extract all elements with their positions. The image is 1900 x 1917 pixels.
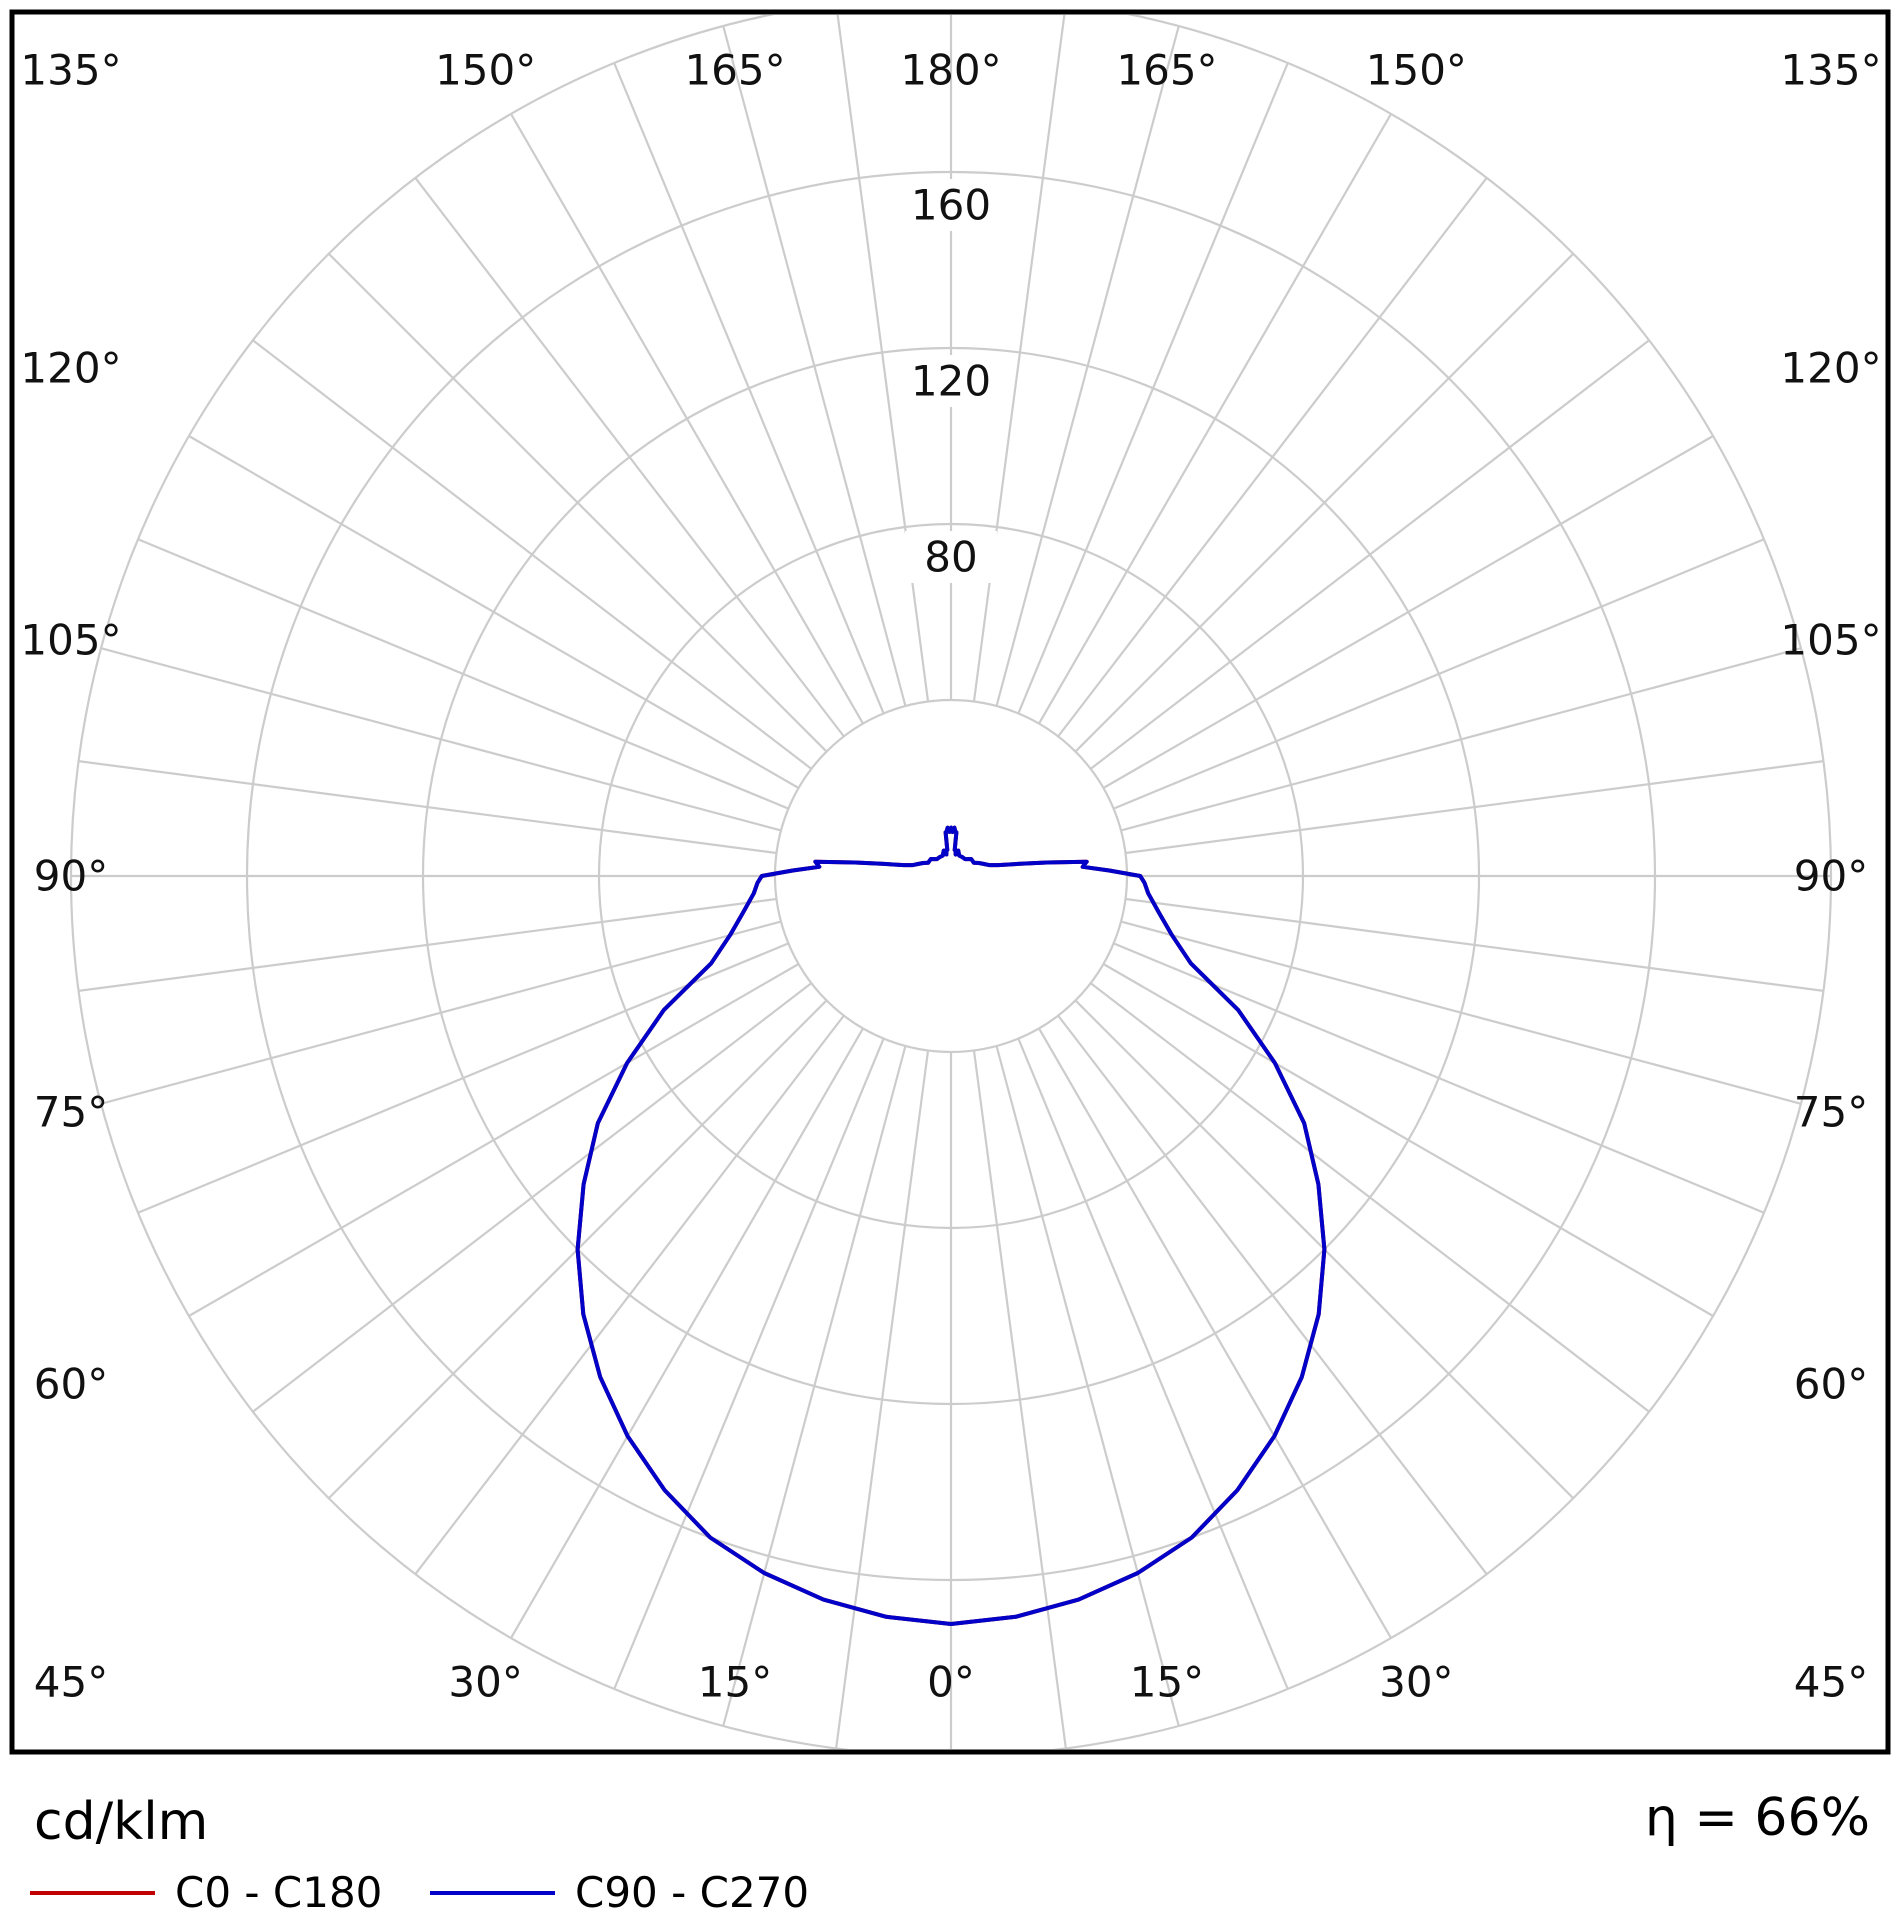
polar-grid-spoke <box>510 113 864 725</box>
polar-grid-spoke <box>972 1050 1067 1749</box>
polar-grid-spoke <box>252 339 813 770</box>
radial-label: 160 <box>911 181 991 230</box>
angle-label: 30° <box>448 1658 522 1707</box>
legend-swatch-c90-icon <box>430 1890 555 1895</box>
polar-grid-spoke <box>1017 1038 1289 1690</box>
polar-grid-spoke <box>1120 647 1802 832</box>
angle-label: 15° <box>698 1658 772 1707</box>
polar-grid-spoke <box>995 1045 1180 1727</box>
polar-grid-spoke <box>722 1045 907 1727</box>
polar-grid-spoke <box>252 982 813 1413</box>
polar-grid-spoke <box>1102 963 1714 1317</box>
polar-grid-spoke <box>972 15 1066 702</box>
legend-item-c0: C0 - C180 <box>30 1868 382 1917</box>
polar-grid-spoke <box>995 25 1180 707</box>
angle-label: 75° <box>34 1087 108 1136</box>
polar-grid-spoke <box>1113 942 1765 1214</box>
angle-label: 150° <box>435 46 536 95</box>
angle-label: 120° <box>20 343 121 392</box>
polar-grid-spoke <box>1120 920 1802 1105</box>
chart-frame <box>9 9 1891 1755</box>
angle-label: 15° <box>1130 1658 1204 1707</box>
polar-plot-area <box>70 15 1832 1749</box>
polar-grid-spoke <box>1125 760 1824 855</box>
polar-grid-spoke <box>100 647 782 832</box>
unit-label: cd/klm <box>34 1792 209 1852</box>
polar-grid-spoke <box>1125 897 1824 992</box>
legend-label-c90: C90 - C270 <box>575 1868 810 1917</box>
polar-grid-spoke <box>722 25 907 707</box>
polar-grid-spoke <box>1074 252 1575 753</box>
polar-grid-spoke <box>1038 1027 1392 1639</box>
angle-label: 135° <box>20 46 121 95</box>
radial-label-bg <box>905 179 997 231</box>
angle-label: 165° <box>684 46 785 95</box>
polar-grid-spoke <box>414 177 845 738</box>
efficiency-label: η = 66% <box>1644 1788 1870 1848</box>
angle-label: 105° <box>1780 616 1881 665</box>
legend-swatch-c0-icon <box>30 1890 155 1895</box>
polar-grid-spoke <box>1017 62 1289 714</box>
radial-label: 80 <box>924 533 977 582</box>
polar-grid-spoke <box>1102 435 1714 789</box>
polar-grid-spoke <box>1057 1014 1488 1575</box>
angle-label: 165° <box>1116 46 1217 95</box>
polar-grid-spoke <box>1057 177 1488 738</box>
curve-c90-c270 <box>575 825 1327 1626</box>
polar-grid-spoke <box>1089 339 1650 770</box>
polar-grid-spoke <box>137 942 789 1214</box>
angle-label: 180° <box>900 46 1001 95</box>
radial-label: 120 <box>911 357 991 406</box>
legend-item-c90: C90 - C270 <box>430 1868 809 1917</box>
polar-grid-spoke <box>100 920 782 1105</box>
angle-label: 90° <box>34 852 108 901</box>
angle-label: 105° <box>20 616 121 665</box>
radial-label-bg <box>905 531 997 583</box>
polar-grid-spoke <box>327 252 828 753</box>
polar-grid-spoke <box>188 435 800 789</box>
radial-label-bg <box>905 355 997 407</box>
polar-grid-spoke <box>414 1014 845 1575</box>
polar-grid-spoke <box>137 538 789 810</box>
angle-label: 60° <box>1794 1360 1868 1409</box>
polar-grid-spoke <box>613 1038 885 1690</box>
polar-grid-spoke <box>1089 982 1650 1413</box>
angle-label: 75° <box>1794 1087 1868 1136</box>
polar-grid-spoke <box>1038 113 1392 725</box>
angle-label: 90° <box>1794 852 1868 901</box>
angle-label: 30° <box>1379 1658 1453 1707</box>
polar-grid-spoke <box>78 760 777 855</box>
angle-label: 0° <box>927 1658 975 1707</box>
polar-grid-spoke <box>78 897 777 992</box>
angle-label: 135° <box>1780 46 1881 95</box>
angle-label: 120° <box>1780 343 1881 392</box>
angle-label: 45° <box>34 1658 108 1707</box>
angle-label: 45° <box>1794 1658 1868 1707</box>
polar-grid-spoke <box>613 62 885 714</box>
polar-grid-spoke <box>510 1027 864 1639</box>
polar-grid-spoke <box>836 15 930 702</box>
polar-grid-spoke <box>1113 538 1765 810</box>
polar-labels: 80 120 160 0° 15° 15° 30° 30° 45° 45° 60° 60° 75° 75°… <box>20 46 1881 1707</box>
polar-grid-ring <box>773 698 1129 1054</box>
angle-label: 60° <box>34 1360 108 1409</box>
legend-label-c0: C0 - C180 <box>175 1868 383 1917</box>
angle-label: 150° <box>1366 46 1467 95</box>
polar-grid-spoke <box>188 963 800 1317</box>
polar-grid-spoke <box>835 1050 930 1749</box>
